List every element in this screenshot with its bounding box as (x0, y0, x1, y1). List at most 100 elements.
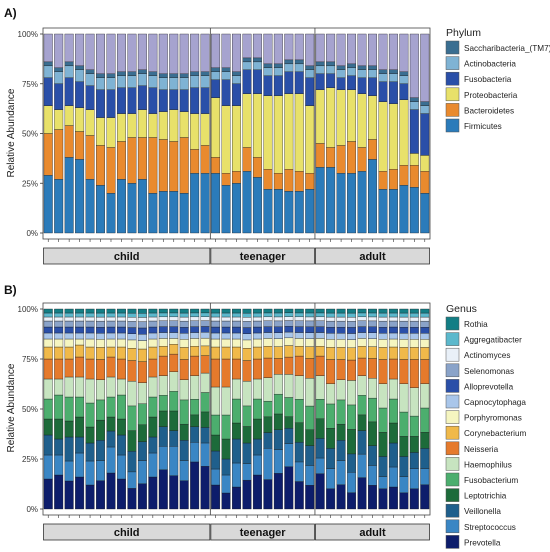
panel-a-bar-segment (64, 65, 74, 78)
panel-a-bar-segment (54, 67, 64, 72)
panel-b-bar-segment (64, 436, 74, 462)
panel-a-bar-segment (263, 33, 273, 65)
panel-b-bar-segment (54, 346, 64, 360)
panel-a-bar-segment (137, 109, 147, 138)
panel-b-bar-segment (96, 316, 105, 322)
panel-b-bar-segment (232, 486, 241, 510)
panel-b-bar-segment (399, 456, 409, 477)
panel-b-bar-segment (420, 339, 430, 348)
panel-b-bar-segment (357, 308, 367, 314)
panel-b-legend-label: Veillonella (464, 507, 501, 516)
panel-b-bar-segment (242, 312, 252, 318)
panel-a-bar-segment (409, 97, 419, 102)
panel-a-bar-segment (232, 71, 241, 76)
panel-b-bar-segment (158, 338, 168, 347)
panel-b-bar-segment (273, 308, 283, 314)
panel-a-bar-segment (96, 117, 105, 146)
panel-b-bar-segment (179, 327, 189, 334)
panel-b-bar-segment (252, 332, 262, 340)
panel-b-bar-segment (232, 320, 241, 328)
panel-b-bar-segment (368, 421, 377, 446)
panel-b-legend-swatch (445, 379, 460, 393)
panel-b-bar-segment (137, 460, 147, 484)
panel-a-bar-segment (200, 75, 210, 88)
panel-a-bar-segment (106, 33, 116, 74)
panel-a-bar-segment (252, 93, 262, 158)
panel-a-bar-segment (85, 73, 95, 86)
panel-b-bar-segment (232, 378, 241, 400)
panel-a-legend-label: Fusobacteria (464, 75, 512, 84)
panel-a-bar-segment (263, 67, 273, 76)
panel-b-bar-segment (221, 458, 231, 476)
panel-b-bar-segment (305, 346, 315, 359)
panel-b-bar-segment (263, 326, 273, 333)
panel-a-bar-segment (179, 77, 189, 90)
panel-b-bar-segment (284, 331, 294, 339)
panel-b-bar-segment (263, 332, 273, 339)
panel-a-bar-segment (211, 33, 221, 69)
panel-b-bar-segment (43, 418, 53, 436)
panel-b-bar-segment (294, 316, 304, 321)
panel-b-bar-segment (169, 475, 179, 510)
panel-b-bar-segment (200, 337, 210, 347)
panel-b-bar-segment (273, 473, 283, 510)
panel-a-bar-segment (54, 33, 64, 69)
panel-b-bar-segment (399, 476, 409, 494)
panel-b-bar-segment (273, 316, 283, 322)
panel-b-bar-segment (336, 460, 346, 485)
panel-b-legend-swatch (445, 519, 460, 534)
panel-b-bar-segment (263, 308, 273, 314)
panel-b-bar-segment (221, 414, 231, 440)
panel-b-legend-label: Streptococcus (464, 523, 516, 532)
panel-b-bar-segment (169, 344, 179, 355)
panel-b-bar-segment (200, 372, 210, 393)
panel-b-bar-segment (64, 308, 74, 314)
panel-b-bar-segment (294, 422, 304, 443)
panel-b-bar-segment (96, 440, 105, 461)
panel-b-bar-segment (409, 327, 419, 334)
panel-a-bar-segment (221, 105, 231, 174)
panel-b-bar-segment (137, 317, 147, 322)
panel-a-bar-segment (315, 167, 325, 234)
panel-b-bar-segment (252, 308, 262, 314)
panel-b-bar-segment (190, 332, 200, 339)
panel-b-bar-segment (54, 378, 64, 396)
panel-a-bar-segment (169, 73, 179, 78)
panel-a-bar-segment (420, 171, 430, 194)
panel-b-bar-segment (242, 360, 252, 382)
panel-b-bar-segment (200, 308, 210, 314)
panel-b-bar-segment (284, 345, 294, 358)
panel-b-bar-segment (242, 479, 252, 510)
panel-b-bar-segment (252, 326, 262, 334)
panel-b-bar-segment (388, 466, 398, 488)
panel-b-bar-segment (336, 423, 346, 441)
panel-b-bar-segment (263, 416, 273, 433)
panel-a-bar-segment (190, 33, 200, 72)
panel-b-bar-segment (368, 397, 377, 423)
panel-a-bar-segment (54, 129, 64, 180)
panel-b-bar-segment (54, 338, 64, 348)
panel-b-bar-segment (179, 423, 189, 441)
panel-b-bar-segment (106, 316, 116, 322)
panel-b-bar-segment (284, 374, 294, 398)
panel-b-bar-segment (347, 333, 357, 340)
panel-b-bar-segment (43, 378, 53, 400)
panel-b-bar-segment (305, 332, 315, 339)
panel-a-bar-segment (75, 69, 85, 82)
panel-a-bar-segment (148, 193, 158, 234)
panel-b-bar-segment (263, 479, 273, 510)
panel-b-bar-segment (169, 338, 179, 345)
panel-b-bar-segment (75, 452, 85, 478)
panel-b-bar-segment (315, 316, 325, 321)
panel-b-bar-segment (347, 339, 357, 348)
panel-b-bar-segment (294, 332, 304, 339)
panel-b-bar-segment (127, 317, 137, 322)
panel-b-bar-segment (43, 398, 53, 420)
panel-a-bar-segment (242, 33, 252, 59)
panel-b-bar-segment (190, 320, 200, 327)
panel-b-ytick-label: 100% (18, 305, 38, 314)
panel-a-bar-segment (232, 75, 241, 84)
panel-b-bar-segment (106, 346, 116, 358)
panel-a-legend-title: Phylum (446, 27, 481, 39)
panel-b-bar-segment (305, 445, 315, 466)
